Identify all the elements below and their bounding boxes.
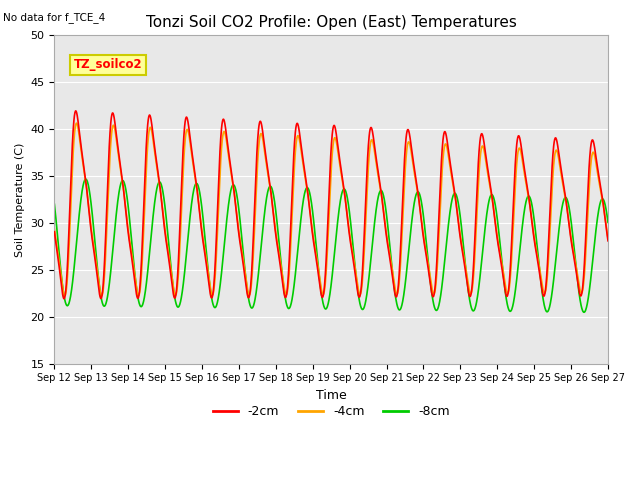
-2cm bbox=[60, 296, 68, 301]
-2cm bbox=[154, 168, 162, 174]
-4cm bbox=[61, 293, 68, 299]
-8cm bbox=[580, 310, 588, 315]
-4cm bbox=[580, 275, 588, 280]
-4cm bbox=[395, 285, 403, 291]
-8cm bbox=[51, 202, 58, 207]
Text: No data for f_TCE_4: No data for f_TCE_4 bbox=[3, 12, 106, 23]
-2cm bbox=[202, 258, 210, 264]
-2cm bbox=[51, 229, 58, 235]
-2cm bbox=[604, 238, 612, 244]
-8cm bbox=[394, 306, 402, 312]
Y-axis label: Soil Temperature (C): Soil Temperature (C) bbox=[15, 143, 25, 257]
-2cm bbox=[496, 252, 504, 258]
-4cm bbox=[496, 249, 504, 255]
-8cm bbox=[337, 196, 344, 202]
Line: -2cm: -2cm bbox=[54, 111, 608, 299]
-8cm bbox=[580, 310, 588, 315]
-8cm bbox=[82, 176, 90, 182]
-4cm bbox=[202, 253, 210, 259]
-8cm bbox=[154, 182, 161, 188]
X-axis label: Time: Time bbox=[316, 389, 347, 402]
-2cm bbox=[580, 264, 588, 270]
-8cm bbox=[496, 237, 504, 242]
-4cm bbox=[51, 226, 58, 231]
Title: Tonzi Soil CO2 Profile: Open (East) Temperatures: Tonzi Soil CO2 Profile: Open (East) Temp… bbox=[146, 15, 516, 30]
Text: TZ_soilco2: TZ_soilco2 bbox=[74, 58, 143, 71]
-4cm bbox=[604, 236, 612, 241]
Line: -4cm: -4cm bbox=[54, 123, 608, 296]
-8cm bbox=[604, 219, 612, 225]
Line: -8cm: -8cm bbox=[54, 179, 608, 312]
-2cm bbox=[395, 279, 403, 285]
Legend: -2cm, -4cm, -8cm: -2cm, -4cm, -8cm bbox=[207, 400, 455, 423]
-4cm bbox=[337, 169, 345, 175]
-8cm bbox=[202, 241, 209, 247]
-2cm bbox=[337, 165, 345, 171]
-2cm bbox=[72, 108, 79, 114]
-4cm bbox=[154, 171, 162, 177]
-4cm bbox=[72, 120, 80, 126]
